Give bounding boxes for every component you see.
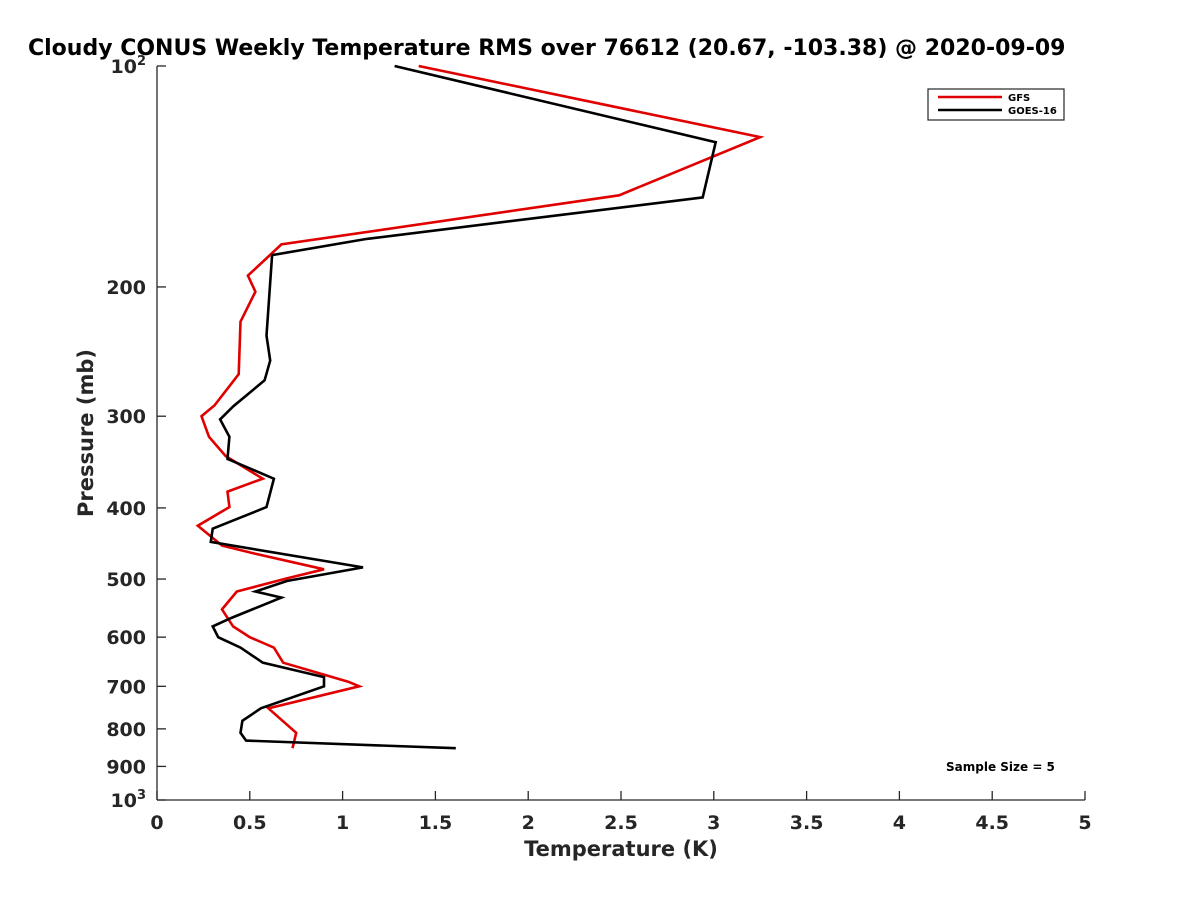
y-tick-label-base: 10 <box>111 56 137 78</box>
legend-label-goes16: GOES-16 <box>1008 106 1057 117</box>
x-tick-label: 1.5 <box>419 812 453 834</box>
x-tick-label: 2 <box>522 812 535 834</box>
x-tick-label: 4 <box>893 812 906 834</box>
x-axis-label: Temperature (K) <box>524 837 718 861</box>
x-axis: 0 0.5 1 1.5 2 2.5 3 3.5 4 4.5 5 <box>150 791 1092 834</box>
legend-label-gfs: GFS <box>1008 93 1030 104</box>
y-tick-label: 300 <box>106 406 146 428</box>
y-tick-label: 800 <box>106 719 146 741</box>
series-line-gfs <box>195 64 765 749</box>
y-tick-label-exponent: 3 <box>137 788 146 803</box>
x-tick-label: 0.5 <box>233 812 267 834</box>
sample-size-annotation: Sample Size = 5 <box>946 760 1055 774</box>
y-tick-label: 200 <box>106 277 146 299</box>
series-line-goes-16 <box>209 64 718 750</box>
chart-title: Cloudy CONUS Weekly Temperature RMS over… <box>28 36 1065 61</box>
x-tick-label: 0 <box>150 812 163 834</box>
y-tick-label: 500 <box>106 569 146 591</box>
x-tick-label: 3.5 <box>790 812 824 834</box>
y-tick-label: 700 <box>106 676 146 698</box>
y-axis-label: Pressure (mb) <box>74 349 98 517</box>
x-tick-label: 1 <box>336 812 349 834</box>
x-tick-label: 3 <box>707 812 720 834</box>
y-tick-label: 400 <box>106 498 146 520</box>
y-tick-label: 103 <box>111 788 147 812</box>
y-tick-label-exponent: 2 <box>137 54 146 69</box>
legend: GFS GOES-16 <box>927 88 1065 121</box>
y-tick-label: 600 <box>106 627 146 649</box>
x-tick-label: 5 <box>1078 812 1091 834</box>
y-tick-label: 102 <box>111 54 147 78</box>
x-tick-label: 2.5 <box>604 812 638 834</box>
y-tick-label: 900 <box>106 756 146 778</box>
x-tick-label: 4.5 <box>975 812 1009 834</box>
y-tick-label-base: 10 <box>111 790 137 812</box>
series-group <box>195 64 765 750</box>
legend-box <box>927 88 1065 121</box>
